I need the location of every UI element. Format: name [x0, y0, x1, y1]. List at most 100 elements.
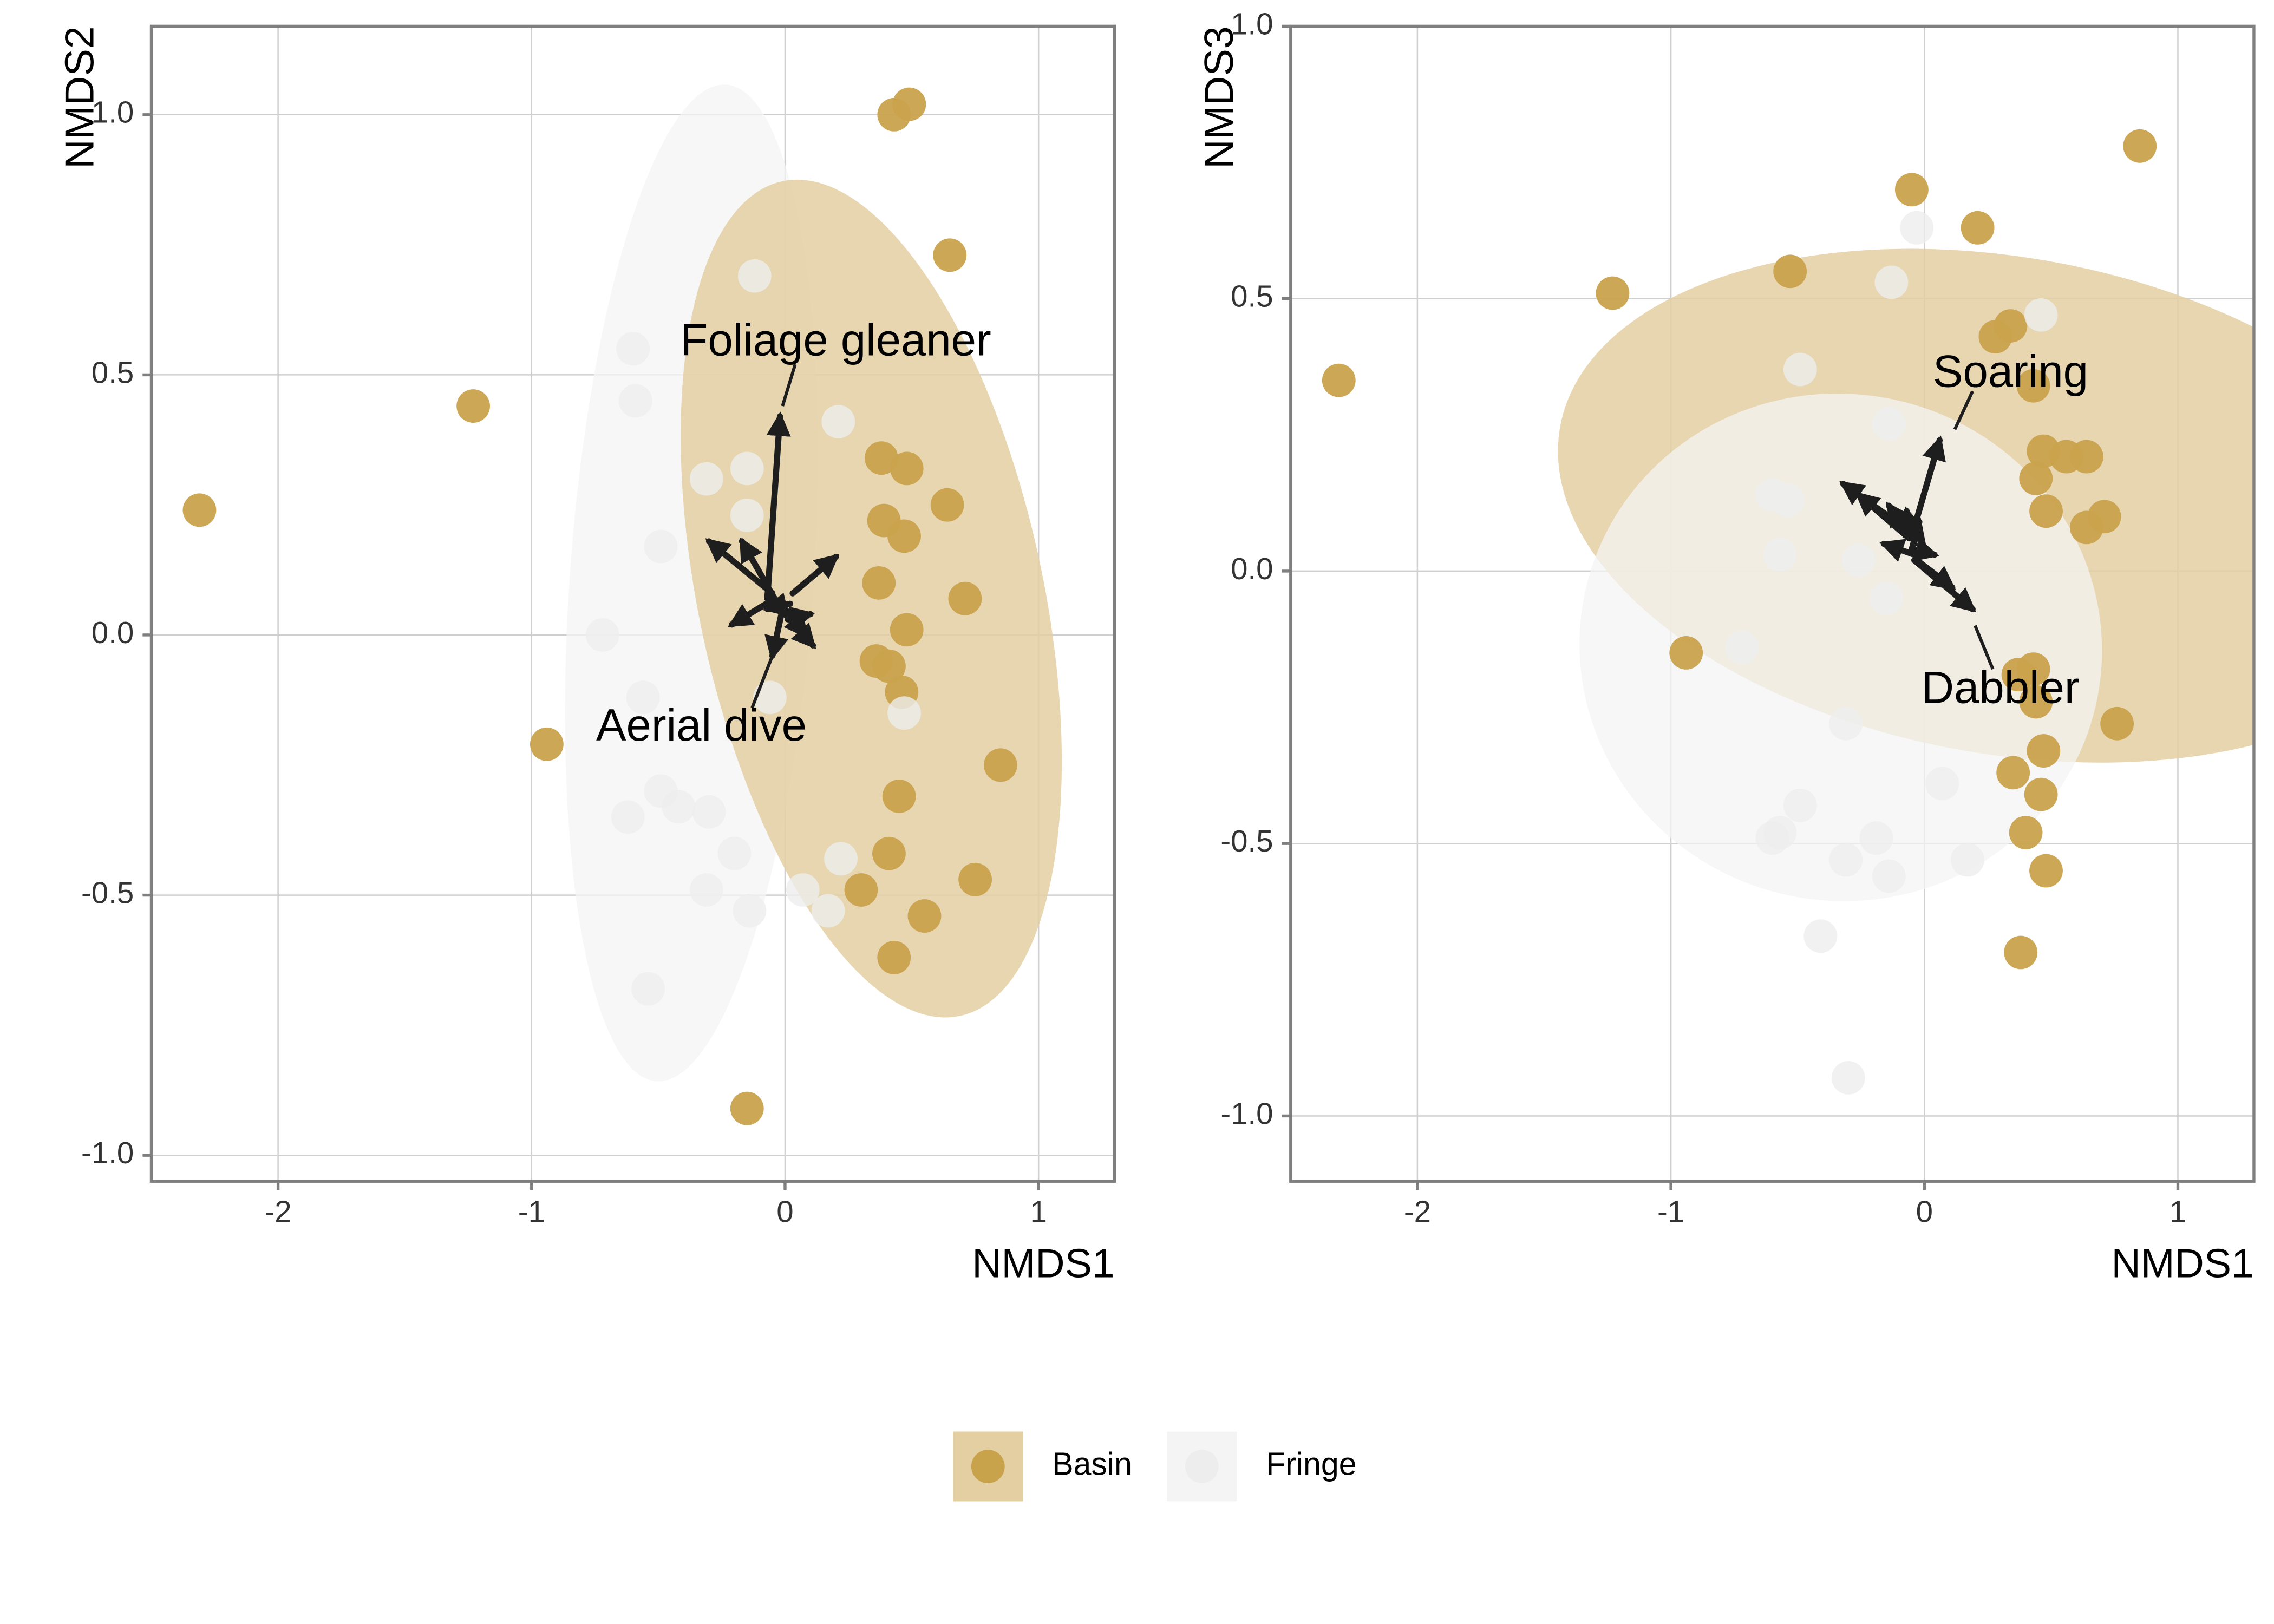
vector-arrow — [1879, 539, 1918, 562]
basin-point — [2100, 706, 2134, 741]
fringe-point — [1870, 581, 1903, 615]
fringe-point — [737, 259, 772, 293]
basin-point — [984, 748, 1017, 782]
fringe-point — [717, 836, 752, 870]
fringe-point — [730, 499, 764, 532]
legend-label-basin: Basin — [1052, 1446, 1132, 1482]
x-tick-label: 0 — [776, 1195, 793, 1229]
fringe-point — [1900, 211, 1934, 245]
fringe-point — [1874, 265, 1909, 299]
fringe-point — [626, 680, 660, 715]
basin-point — [844, 873, 878, 907]
annotation-label: Dabbler — [1922, 662, 2080, 712]
y-tick-label: -1.0 — [81, 1136, 134, 1170]
basin-point — [2123, 129, 2157, 163]
plot-area — [182, 84, 1062, 1125]
fringe-ellipse — [1579, 393, 2102, 901]
basin-point — [2029, 854, 2063, 888]
x-tick-label: 1 — [1030, 1195, 1047, 1229]
fringe-point — [824, 842, 858, 876]
annotation-leader — [1953, 390, 1974, 430]
fringe-point — [689, 873, 723, 907]
basin-point — [182, 493, 217, 527]
fringe-point — [611, 800, 645, 834]
fringe-point — [1783, 788, 1817, 822]
legend-swatch-basin — [971, 1450, 1005, 1483]
fringe-point — [730, 451, 764, 486]
legend-label-fringe: Fringe — [1266, 1446, 1357, 1482]
basin-point — [2004, 935, 2038, 970]
fringe-point — [1872, 859, 1906, 893]
fringe-point — [618, 384, 652, 418]
fringe-point — [821, 404, 855, 438]
annotation-leader — [750, 655, 774, 709]
vector-arrow — [782, 606, 809, 639]
fringe-point — [644, 529, 678, 564]
vector-arrow — [762, 592, 793, 617]
basin-point — [2070, 440, 2103, 474]
basin-point — [877, 941, 911, 974]
fringe-point — [1803, 919, 1838, 953]
fringe-point — [1725, 630, 1759, 664]
basin-point — [872, 836, 906, 870]
fringe-point — [753, 680, 787, 715]
basin-point — [933, 238, 967, 272]
fringe-point — [662, 790, 696, 824]
fringe-point — [786, 873, 820, 907]
x-axis-title: NMDS1 — [972, 1241, 1114, 1286]
x-tick-label: -2 — [265, 1195, 292, 1229]
y-tick-label: 1.0 — [92, 95, 134, 129]
basin-point — [456, 389, 491, 423]
fringe-point — [585, 618, 619, 652]
legend: Basin Fringe — [953, 1431, 1357, 1502]
y-tick-label: -0.5 — [1220, 824, 1273, 858]
vector-arrow — [789, 553, 840, 597]
panel-border — [149, 24, 1116, 1183]
basin-point — [2070, 510, 2103, 545]
basin-point — [730, 1091, 764, 1125]
x-tick-label: 1 — [2170, 1195, 2186, 1229]
basin-point — [2027, 734, 2061, 768]
vector-arrows — [705, 411, 840, 661]
fringe-point — [1755, 821, 1789, 855]
fringe-point — [2024, 298, 2058, 332]
basin-point — [882, 780, 916, 813]
basin-point — [2016, 369, 2050, 403]
basin-point — [530, 727, 564, 761]
vector-arrow — [1913, 557, 1956, 591]
series-basin — [1322, 129, 2157, 970]
panel-border — [1289, 24, 2256, 1183]
fringe-point — [1829, 706, 1863, 741]
basin-point — [1596, 276, 1630, 310]
fringe-point — [1859, 821, 1893, 855]
vector-arrow — [764, 411, 791, 602]
annotation-leader — [781, 364, 797, 407]
basin-point — [930, 488, 964, 522]
plot-area — [1322, 129, 2254, 1095]
basin-point — [892, 87, 926, 121]
y-tick-label: 0.0 — [92, 615, 134, 650]
basin-point — [948, 581, 982, 615]
y-tick-label: 0.5 — [92, 355, 134, 389]
fringe-point — [692, 795, 726, 829]
x-tick-label: -1 — [1657, 1195, 1684, 1229]
basin-point — [907, 899, 942, 933]
fringe-point — [887, 696, 921, 730]
vector-arrow — [1911, 538, 1939, 562]
fringe-point — [631, 972, 665, 1006]
basin-point — [1322, 363, 1356, 397]
y-axis-title: NMDS2 — [57, 26, 102, 168]
series-fringe — [585, 259, 921, 1006]
basin-point — [2024, 777, 2058, 811]
annotation-leader — [1974, 625, 1995, 670]
basin-point — [2019, 685, 2053, 719]
basin-point — [1996, 756, 2030, 790]
fringe-point — [689, 462, 723, 496]
basin-point — [1994, 309, 2028, 343]
basin-point — [890, 613, 924, 647]
fringe-point — [1872, 407, 1906, 441]
nmds-panel-1: Foliage gleaner Aerial dive -2 -1 0 1 -1.0 -0.5… — [57, 24, 1116, 1286]
annotation-label: Foliage gleaner — [681, 315, 991, 365]
basin-point — [2029, 494, 2063, 528]
